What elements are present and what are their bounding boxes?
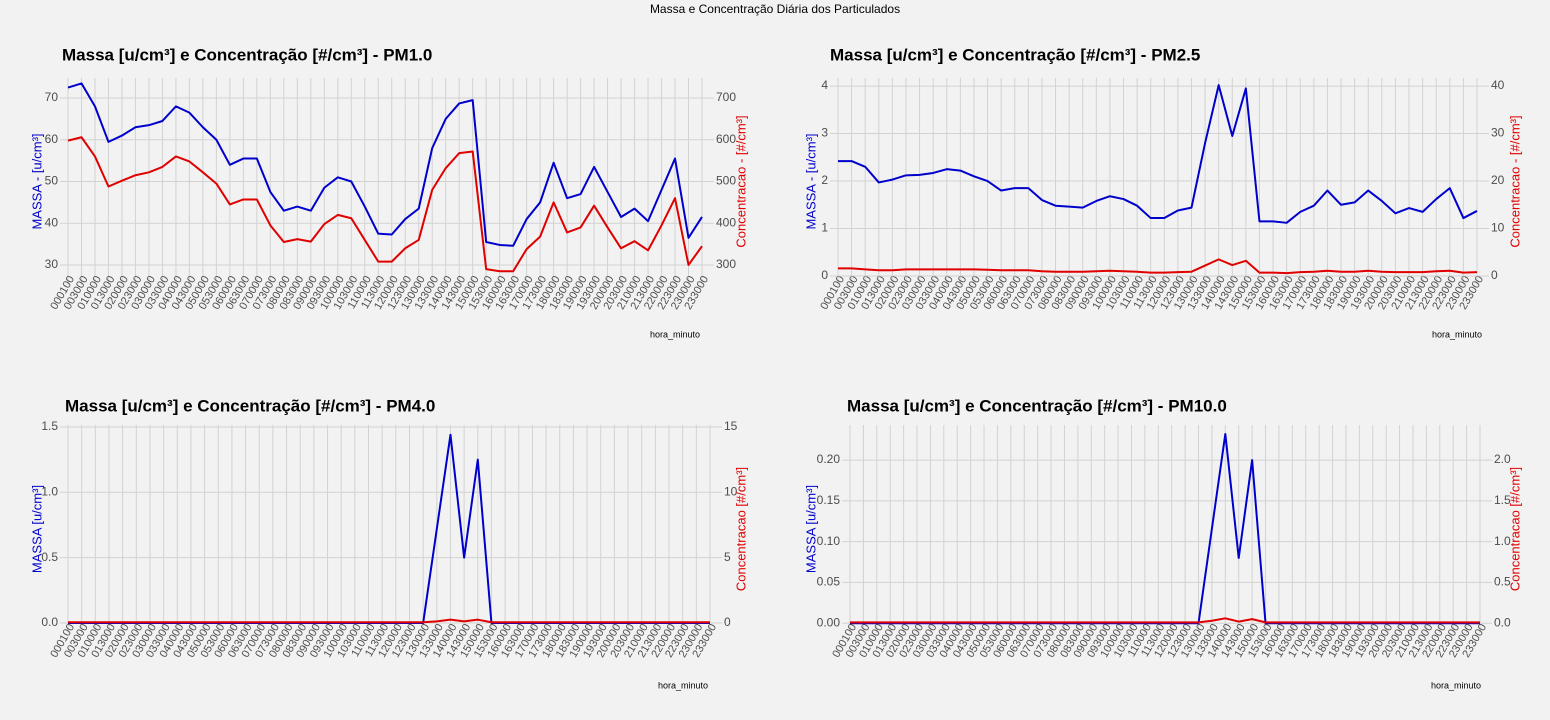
y2-tick-label: 400 (716, 215, 736, 229)
y-tick-label: 30 (45, 257, 59, 271)
y-axis-title: MASSA - [u/cm³] (29, 133, 44, 229)
series-line (67, 136, 703, 273)
y-axis-title: MASSA - [u/cm³] (803, 133, 818, 229)
y2-tick-label: 5 (724, 550, 731, 564)
y2-tick-label: 30 (1491, 126, 1505, 140)
y2-axis-title: Concentracao [#/cm³] (1507, 467, 1522, 591)
x-axis-title: hora_minuto (1432, 329, 1482, 339)
y2-tick-label: 10 (724, 484, 738, 498)
chart-title: Massa [u/cm³] e Concentração [#/cm³] - P… (847, 396, 1227, 415)
y-tick-label: 0.0 (41, 615, 58, 629)
y-tick-label: 0.05 (817, 575, 841, 589)
x-axis-title: hora_minuto (1431, 680, 1481, 690)
series-line (68, 618, 710, 624)
y2-tick-label: 1.0 (1494, 534, 1511, 548)
y2-tick-label: 0 (1491, 268, 1498, 282)
x-axis-title: hora_minuto (650, 329, 700, 339)
y-axis-title: MASSA [u/cm³] (29, 485, 44, 573)
y2-tick-label: 0 (724, 615, 731, 629)
y2-tick-label: 15 (724, 419, 738, 433)
y-tick-label: 4 (821, 78, 828, 92)
series-line (67, 82, 703, 247)
y2-tick-label: 10 (1491, 221, 1505, 235)
y-tick-label: 1 (821, 221, 828, 235)
y2-tick-label: 700 (716, 90, 736, 104)
y-tick-label: 2 (821, 173, 828, 187)
y2-axis-title: Concentracao [#/cm³] (733, 467, 748, 591)
series-line (850, 617, 1480, 624)
y-tick-label: 60 (45, 132, 59, 146)
y2-tick-label: 500 (716, 174, 736, 188)
y-tick-label: 0.15 (817, 493, 841, 507)
y-tick-label: 0.5 (41, 550, 58, 564)
y2-tick-label: 40 (1491, 78, 1505, 92)
series-line (838, 84, 1478, 224)
y-tick-label: 3 (821, 126, 828, 140)
y2-tick-label: 2.0 (1494, 452, 1511, 466)
y-axis-title: MASSA [u/cm³] (803, 485, 818, 573)
chart-title: Massa [u/cm³] e Concentração [#/cm³] - P… (62, 45, 432, 64)
y2-tick-label: 20 (1491, 173, 1505, 187)
y-tick-label: 0.10 (817, 534, 841, 548)
y-tick-label: 0 (821, 268, 828, 282)
y-tick-label: 1.5 (41, 419, 58, 433)
chart-title: Massa [u/cm³] e Concentração [#/cm³] - P… (65, 396, 435, 415)
y-tick-label: 0.00 (817, 615, 841, 629)
y2-tick-label: 0.0 (1494, 615, 1511, 629)
y2-axis-title: Concentracao - [#/cm³] (733, 115, 748, 247)
y-tick-label: 70 (45, 90, 59, 104)
y2-tick-label: 300 (716, 257, 736, 271)
chart-title: Massa [u/cm³] e Concentração [#/cm³] - P… (830, 45, 1200, 64)
page-title: Massa e Concentração Diária dos Particul… (650, 2, 900, 16)
y2-tick-label: 1.5 (1494, 493, 1511, 507)
y2-axis-title: Concentracao - [#/cm³] (1507, 115, 1522, 247)
y2-tick-label: 600 (716, 132, 736, 146)
y-tick-label: 40 (45, 215, 59, 229)
x-axis-title: hora_minuto (658, 680, 708, 690)
y-tick-label: 50 (45, 174, 59, 188)
series-line (838, 258, 1478, 275)
y2-tick-label: 0.5 (1494, 575, 1511, 589)
y-tick-label: 0.20 (817, 452, 841, 466)
y-tick-label: 1.0 (41, 484, 58, 498)
